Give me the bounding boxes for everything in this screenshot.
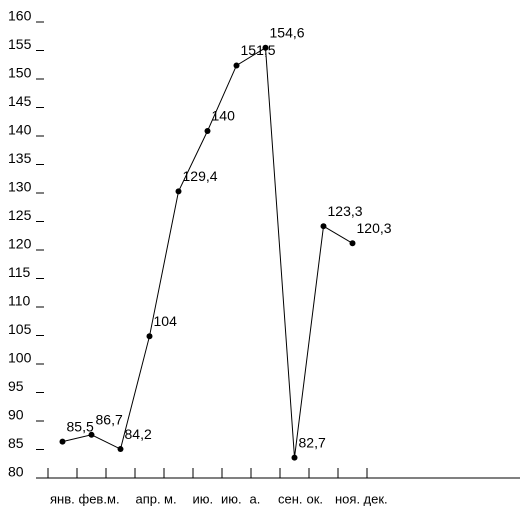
data-label: 151,5 [241,42,276,58]
data-label: 123,3 [328,203,363,219]
data-point [262,44,269,51]
y-tick-label: 85 [8,435,24,451]
data-label: 86,7 [96,412,123,428]
y-tick-label: 125 [8,207,32,223]
y-tick-label: 80 [8,464,24,480]
y-tick-label: 110 [8,293,31,309]
y-tick-label: 95 [8,378,24,394]
x-tick-label: фев. [79,491,107,506]
y-tick-label: 105 [8,321,32,337]
y-tick-label: 150 [8,65,32,81]
y-tick-label: 160 [8,8,32,24]
data-point [204,128,211,134]
x-tick-label: м. [107,491,120,506]
data-label: 140 [212,108,236,124]
x-tick-label: апр. [136,491,161,506]
y-tick-label: 115 [8,264,31,280]
data-point [146,333,153,340]
data-point [233,62,240,69]
y-tick-label: 145 [8,93,32,109]
x-tick-label: сен. [278,491,303,506]
data-label: 129,4 [183,168,218,184]
x-tick-label: а. [250,491,261,506]
y-tick-label: 155 [8,36,32,52]
x-tick-label: янв. [50,491,75,506]
data-label: 84,2 [125,426,152,442]
data-label: 85,5 [67,418,94,434]
data-label: 104 [154,313,178,329]
x-tick-label: ию. [193,491,214,506]
y-tick-label: 130 [8,179,32,195]
data-label: 82,7 [299,434,326,450]
y-tick-label: 120 [8,236,32,252]
y-tick-label: 100 [8,350,32,366]
x-tick-label: ноя. [335,491,360,506]
y-tick-label: 135 [8,150,32,166]
data-label: 120,3 [357,220,392,236]
x-tick-label: м. [164,491,177,506]
data-point [349,240,356,247]
y-tick-label: 90 [8,407,24,423]
x-tick-label: дек. [364,491,388,506]
data-point [117,446,124,453]
data-label: 154,6 [270,24,305,40]
line [62,46,353,458]
x-tick-label: ок. [307,491,324,506]
data-point [175,188,182,195]
data-point [291,454,298,461]
data-point [320,223,327,230]
x-tick-label: ию. [221,491,242,506]
data-point [88,431,95,438]
data-point [59,438,66,445]
y-tick-label: 140 [8,122,32,138]
